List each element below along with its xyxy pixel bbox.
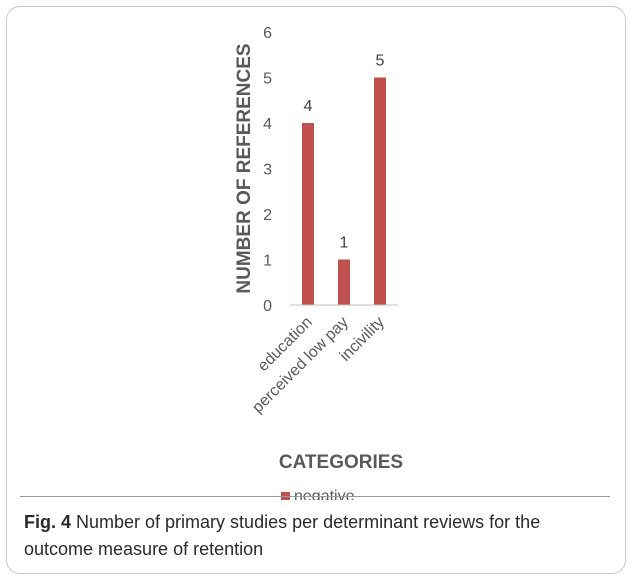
y-tick-label: 6 (263, 25, 272, 42)
y-tick-label: 5 (263, 71, 272, 88)
bars (302, 77, 386, 305)
y-tick-label: 1 (263, 253, 272, 270)
y-tick-label: 3 (263, 162, 272, 179)
caption-label: Fig. 4 (24, 512, 72, 532)
data-label: 1 (340, 235, 349, 252)
x-axis-title: CATEGORIES (279, 452, 403, 473)
data-label: 4 (304, 98, 313, 115)
y-axis-title-text: NUMBER OF REFERENCES (234, 43, 255, 293)
data-label: 5 (376, 53, 385, 70)
bar-incivility (374, 77, 386, 305)
figure-caption: Fig. 4 Number of primary studies per det… (20, 496, 610, 572)
y-axis-title: NUMBER OF REFERENCES (234, 43, 255, 293)
y-tick-label: 2 (263, 207, 272, 224)
bar-perceived-low-pay (338, 259, 350, 305)
y-tick-label: 4 (263, 116, 272, 133)
legend-label: negative (294, 488, 355, 500)
y-tick-labels: 0 1 2 3 4 5 6 (263, 25, 272, 315)
bar-education (302, 123, 314, 305)
y-tick-label: 0 (263, 298, 272, 315)
caption-text: Number of primary studies per determinan… (24, 512, 541, 559)
figure-frame (6, 6, 626, 574)
data-labels: 4 1 5 (304, 53, 385, 252)
bar-chart: NUMBER OF REFERENCES 0 1 2 3 4 5 6 4 1 5 educati… (234, 25, 403, 500)
